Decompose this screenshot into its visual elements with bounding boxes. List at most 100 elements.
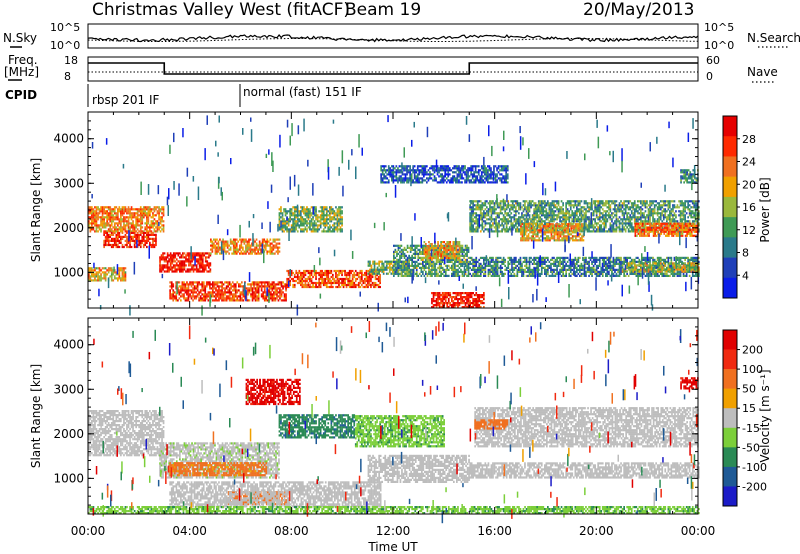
- power-cell: [277, 283, 280, 286]
- power-cell: [461, 260, 464, 263]
- power-cell: [204, 297, 207, 300]
- power-cell: [377, 277, 380, 281]
- power-cell: [539, 212, 542, 215]
- power-cell: [260, 242, 262, 245]
- power-cell: [382, 264, 385, 267]
- power-cell: [336, 222, 339, 225]
- power-cell: [182, 262, 184, 265]
- power-cell: [449, 257, 452, 260]
- power-cell: [440, 300, 442, 303]
- power-cell: [100, 210, 102, 213]
- power-cell: [463, 296, 465, 299]
- power-cell: [98, 212, 101, 215]
- power-cell: [580, 218, 583, 221]
- power-cell: [420, 256, 423, 259]
- power-cell: [528, 210, 531, 213]
- power-cell: [426, 260, 429, 263]
- power-cell: [147, 239, 150, 242]
- power-cell: [295, 208, 298, 211]
- power-cell: [293, 212, 296, 215]
- power-cell: [293, 283, 296, 287]
- power-cell: [464, 302, 467, 305]
- power-cell: [351, 281, 354, 285]
- power-cell: [495, 200, 497, 203]
- power-cell: [104, 239, 107, 242]
- power-cell: [245, 248, 247, 251]
- power-cell: [97, 271, 99, 274]
- power-cell: [528, 216, 531, 219]
- power-cell: [107, 271, 110, 274]
- power-cell: [260, 285, 263, 288]
- power-cell: [536, 216, 538, 219]
- power-cell: [303, 283, 305, 287]
- power-cell: [475, 292, 478, 295]
- power-cell: [369, 262, 371, 265]
- power-cell: [540, 202, 543, 205]
- power-cell: [175, 285, 178, 288]
- power-cell: [216, 281, 219, 284]
- power-cell: [233, 289, 236, 292]
- power-cell: [452, 292, 455, 295]
- power-cell: [95, 220, 98, 223]
- power-cell: [394, 268, 397, 271]
- power-cell: [274, 244, 276, 247]
- power-cell: [270, 285, 272, 288]
- power-cell: [263, 295, 266, 298]
- power-cell: [490, 212, 493, 215]
- power-cell: [393, 272, 396, 275]
- power-cell: [627, 228, 630, 231]
- power-cell: [437, 298, 439, 301]
- power-cell: [378, 264, 380, 267]
- power-cell: [292, 226, 294, 229]
- power-cell: [166, 256, 169, 259]
- nsky-tick-bottom: 10^0: [50, 39, 80, 52]
- power-cell: [615, 226, 618, 229]
- power-cell: [461, 248, 464, 251]
- power-cell: [403, 264, 406, 267]
- power-cell: [393, 258, 395, 261]
- power-cell: [120, 228, 122, 231]
- power-cell: [107, 212, 110, 215]
- power-cell: [234, 252, 237, 255]
- power-cell: [273, 291, 275, 294]
- power-cell: [104, 243, 107, 247]
- power-cell: [348, 275, 351, 279]
- power-cell: [347, 277, 349, 281]
- power-cell: [189, 295, 191, 298]
- power-cell: [361, 283, 363, 287]
- power-cell: [161, 220, 163, 223]
- power-cell: [545, 214, 548, 217]
- power-cell: [181, 287, 184, 290]
- power-cell: [373, 260, 376, 263]
- power-cell: [166, 262, 169, 265]
- power-cell: [272, 244, 275, 247]
- power-cell: [234, 285, 237, 288]
- power-cell: [271, 281, 274, 284]
- power-cell: [270, 295, 272, 298]
- power-cell: [515, 228, 517, 231]
- power-cell: [333, 224, 336, 227]
- power-cell: [537, 214, 540, 217]
- power-cell: [191, 268, 193, 271]
- power-cell: [97, 224, 99, 227]
- power-cell: [152, 214, 154, 217]
- power-cell: [632, 226, 635, 229]
- power-cell: [123, 245, 125, 249]
- power-cell: [369, 264, 371, 267]
- power-cell: [598, 216, 601, 219]
- power-cell: [438, 249, 441, 252]
- power-cell: [88, 267, 90, 270]
- power-cell: [553, 224, 555, 227]
- power-cell: [565, 204, 567, 207]
- power-cell: [460, 268, 462, 271]
- power-cell: [537, 216, 540, 219]
- power-cell: [303, 220, 305, 223]
- power-cell: [399, 260, 401, 263]
- power-cell: [159, 264, 161, 267]
- power-cell: [306, 212, 308, 215]
- power-cell: [233, 285, 236, 288]
- power-cell: [286, 281, 288, 285]
- power-cell: [258, 242, 261, 245]
- power-cell: [324, 273, 327, 277]
- power-cell: [437, 258, 439, 261]
